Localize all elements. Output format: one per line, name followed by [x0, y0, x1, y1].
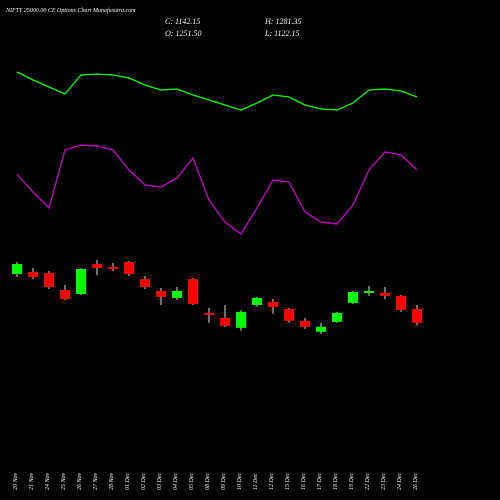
x-tick-label: 26 Nov [77, 472, 83, 490]
candle-body [332, 312, 342, 322]
x-tick-label: 12 Dec [269, 473, 275, 490]
x-tick-label: 05 Dec [189, 473, 195, 490]
candle-body [60, 290, 70, 299]
candle-body [156, 290, 166, 297]
x-tick-label: 21 Nov [29, 472, 35, 490]
candle-body [108, 267, 118, 270]
x-tick-label: 23 Dec [381, 473, 387, 490]
x-tick-label: 04 Dec [172, 473, 179, 490]
x-tick-label: 17 Dec [317, 473, 323, 490]
candle-body [380, 292, 390, 296]
candle-body [188, 279, 198, 304]
open-label: O: 1251.50 [165, 29, 201, 38]
candle-body [44, 273, 54, 287]
x-tick-label: 11 Dec [253, 473, 259, 490]
x-tick-label: 24 Nov [44, 472, 51, 490]
high-label: H: 1281.35 [264, 17, 301, 26]
x-tick-label: 24 Dec [396, 473, 403, 490]
x-tick-label: 08 Dec [205, 473, 211, 490]
x-tick-label: 15 Dec [285, 473, 291, 490]
candle-body [76, 269, 86, 294]
chart-title: NIFTY 25000.00 CE Options Chart Munafasu… [5, 7, 136, 14]
x-tick-label: 03 Dec [157, 473, 163, 490]
x-tick-label: 28 Nov [109, 472, 115, 490]
low-label: L: 1122.15 [264, 29, 300, 38]
x-tick-label: 22 Dec [365, 473, 371, 490]
candle-body [300, 320, 310, 327]
candle-body [364, 290, 374, 293]
candle-body [284, 308, 294, 321]
candle-body [396, 295, 406, 310]
x-tick-label: 27 Nov [93, 472, 99, 490]
close-label: C: 1142.15 [165, 17, 200, 26]
x-tick-label: 18 Dec [333, 473, 339, 490]
x-tick-label: 25 Nov [61, 472, 67, 490]
x-tick-label: 19 Dec [349, 473, 355, 490]
indicator-line [16, 144, 418, 235]
x-tick-label: 16 Dec [301, 473, 307, 490]
candle-body [236, 311, 246, 328]
x-tick-label: 20 Nov [13, 472, 19, 490]
candle-body [124, 262, 134, 275]
candle-body [316, 326, 326, 332]
candle-body [28, 272, 38, 277]
candle-body [12, 264, 22, 275]
x-tick-label: 09 Dec [221, 473, 227, 490]
indicator-line [16, 71, 418, 111]
candle-body [172, 290, 182, 298]
x-tick-label: 02 Dec [141, 473, 147, 490]
candle-body [204, 312, 214, 315]
candle-body [220, 317, 230, 326]
x-tick-label: 01 Dec [125, 473, 131, 490]
x-tick-label: 10 Dec [237, 473, 243, 490]
candle-body [92, 264, 102, 269]
candle-body [412, 308, 422, 323]
x-tick-label: 26 Dec [413, 473, 419, 490]
candle-body [268, 301, 278, 307]
candle-body [252, 297, 262, 305]
candle-body [348, 291, 358, 303]
candle-body [140, 279, 150, 287]
